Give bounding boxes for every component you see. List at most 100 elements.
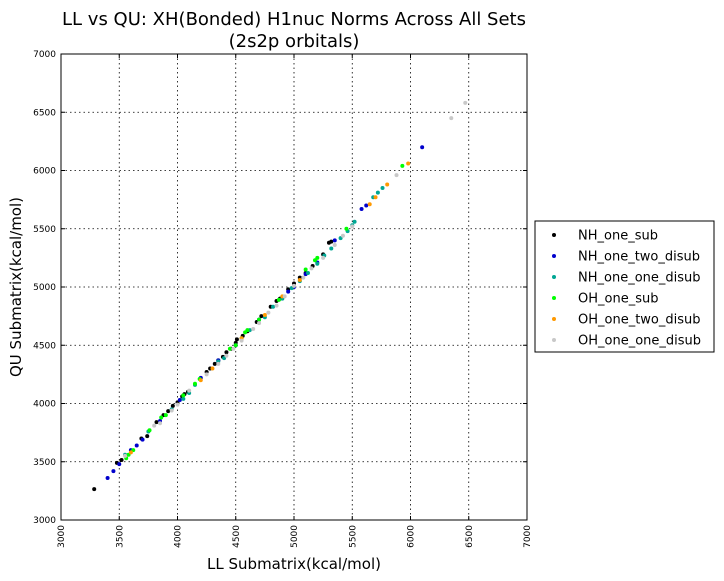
- data-point: [154, 420, 159, 425]
- data-point: [145, 434, 150, 439]
- data-point: [216, 361, 221, 366]
- legend-label: NH_one_two_disub: [578, 250, 700, 265]
- legend-item: OH_one_one_disub: [552, 334, 701, 349]
- data-point: [257, 317, 262, 322]
- data-point: [286, 289, 291, 294]
- data-point: [117, 462, 122, 467]
- data-point: [332, 238, 337, 243]
- data-point: [198, 378, 203, 383]
- data-point: [224, 350, 229, 355]
- legend-item: OH_one_sub: [552, 292, 658, 307]
- data-point: [282, 294, 287, 299]
- x-axis-label: LL Submatrix(kcal/mol): [207, 555, 381, 573]
- y-tick-label: 6500: [33, 108, 56, 118]
- data-point: [128, 450, 133, 455]
- data-point: [274, 303, 279, 308]
- legend-item: NH_one_sub: [552, 229, 658, 244]
- legend-item: NH_one_two_disub: [552, 250, 700, 265]
- y-tick-label: 5000: [33, 283, 56, 293]
- data-point: [92, 487, 97, 492]
- data-point: [367, 202, 372, 207]
- data-point: [259, 314, 264, 319]
- data-point: [187, 388, 192, 393]
- legend-label: NH_one_one_disub: [578, 271, 701, 286]
- data-point: [177, 398, 182, 403]
- series-OH_one_one_disub: [123, 100, 468, 458]
- legend-box: [534, 220, 715, 353]
- legend-items: NH_one_sub NH_one_two_disub NH_one_one_dis…: [552, 229, 701, 349]
- legend-marker: [552, 254, 556, 258]
- y-tick-label: 4500: [33, 341, 56, 351]
- x-tick-label: 4500: [232, 525, 242, 548]
- data-point: [231, 346, 236, 351]
- data-point: [329, 239, 334, 244]
- x-tick-label: 3000: [57, 525, 67, 548]
- y-tick-label: 4000: [33, 400, 56, 410]
- axis-ticks: [60, 53, 528, 521]
- chart-subtitle: (2s2p orbitals): [229, 31, 360, 52]
- data-point: [123, 453, 128, 458]
- data-point: [105, 476, 110, 481]
- data-point: [147, 428, 152, 433]
- data-point: [420, 145, 425, 150]
- data-point: [301, 275, 306, 280]
- data-point: [227, 346, 232, 351]
- x-tick-label: 5500: [348, 525, 358, 548]
- data-point: [262, 312, 267, 317]
- data-point: [166, 409, 171, 414]
- data-point: [364, 203, 369, 208]
- data-point: [257, 321, 262, 326]
- legend: NH_one_sub NH_one_two_disub NH_one_one_dis…: [534, 220, 715, 353]
- data-point: [140, 437, 145, 442]
- y-tick-label: 3500: [33, 458, 56, 468]
- legend-item: OH_one_two_disub: [552, 313, 701, 328]
- data-point: [233, 343, 238, 348]
- data-point: [406, 161, 411, 166]
- data-point: [352, 219, 357, 224]
- legend-marker: [552, 317, 556, 321]
- data-point: [400, 163, 405, 168]
- data-point: [111, 469, 116, 474]
- data-point: [134, 443, 139, 448]
- grid-lines: [61, 54, 527, 520]
- data-point: [234, 337, 239, 342]
- legend-label: OH_one_sub: [578, 292, 658, 307]
- series-NH_one_two_disub: [105, 145, 425, 481]
- y-axis-label: QU Submatrix(kcal/mol): [7, 197, 25, 377]
- data-point: [350, 224, 355, 229]
- data-point: [373, 195, 378, 200]
- x-tick-label: 6500: [465, 525, 475, 548]
- y-tick-label: 6000: [33, 167, 56, 177]
- data-point: [394, 173, 399, 178]
- data-point: [239, 338, 244, 343]
- x-tick-label: 5000: [290, 525, 300, 548]
- data-point: [170, 403, 175, 408]
- legend-marker: [552, 338, 556, 342]
- legend-label: OH_one_two_disub: [578, 313, 701, 328]
- data-point: [271, 304, 276, 309]
- data-point: [245, 328, 250, 333]
- data-point: [315, 261, 320, 266]
- y-tick-label: 7000: [33, 50, 56, 60]
- data-point: [297, 278, 302, 283]
- data-point: [159, 415, 164, 420]
- data-point: [305, 271, 310, 276]
- data-point: [163, 413, 168, 418]
- legend-label: NH_one_sub: [578, 229, 658, 244]
- data-point: [210, 366, 215, 371]
- data-point: [309, 266, 314, 271]
- data-point: [321, 255, 326, 260]
- data-point: [449, 116, 454, 121]
- data-point: [181, 393, 186, 398]
- x-tick-label: 3500: [115, 525, 125, 548]
- y-tick-label: 3000: [33, 516, 56, 526]
- data-points: [92, 100, 468, 492]
- legend-item: NH_one_one_disub: [552, 271, 701, 286]
- data-point: [212, 361, 217, 366]
- data-point: [385, 182, 390, 187]
- y-tick-label: 5500: [33, 225, 56, 235]
- data-point: [276, 297, 281, 302]
- data-point: [175, 402, 180, 407]
- x-tick-label: 6000: [407, 525, 417, 548]
